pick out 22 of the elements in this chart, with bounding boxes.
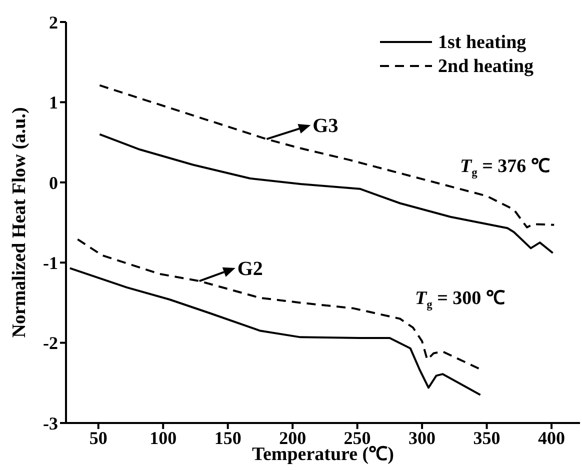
y-axis-title: Normalized Heat Flow (a.u.) — [9, 107, 30, 338]
x-tick-label: 150 — [214, 428, 242, 448]
annotation: T$_{g}$ = 300 ℃ — [415, 288, 505, 312]
line-series — [98, 84, 556, 228]
annotation: G3 — [312, 115, 338, 138]
line-series — [98, 133, 554, 254]
x-tick-label: 100 — [150, 428, 177, 448]
y-tick-label: -2 — [43, 333, 58, 354]
x-tick-label: 50 — [89, 428, 108, 448]
line-series — [76, 238, 482, 370]
y-tick-label: -1 — [43, 252, 58, 273]
y-tick-label: -3 — [43, 413, 58, 434]
annotation: G2 — [237, 258, 263, 280]
legend-label: 2nd heating — [438, 56, 534, 77]
x-tick-label: 300 — [408, 428, 436, 448]
x-tick-label: 350 — [473, 428, 500, 448]
x-tick-label: 400 — [538, 428, 566, 448]
y-tick-label: 2 — [49, 12, 58, 32]
legend-label: 1st heating — [438, 32, 527, 53]
y-tick-label: 1 — [49, 92, 58, 113]
annotation: T$_{g}$ = 376 ℃ — [460, 156, 550, 180]
y-tick-label: 0 — [49, 172, 58, 193]
